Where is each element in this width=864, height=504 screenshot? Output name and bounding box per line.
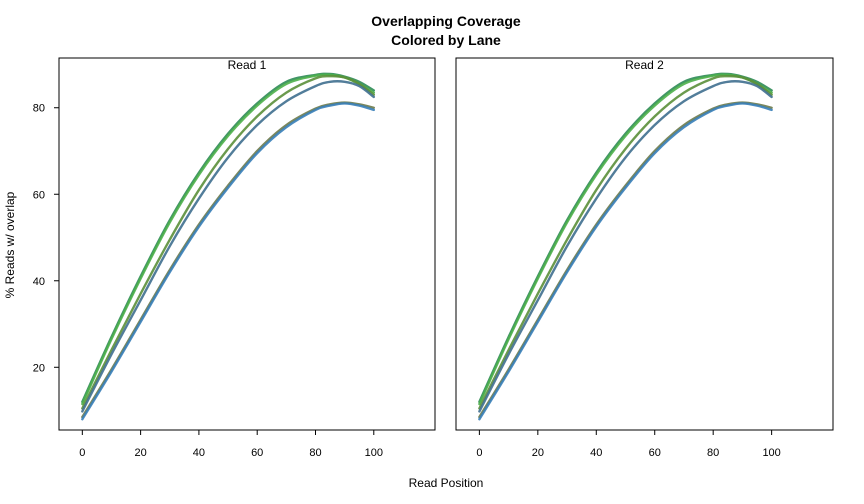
y-tick-label: 60 — [33, 189, 45, 201]
y-tick-label: 80 — [33, 103, 45, 115]
panel-title: Read 1 — [228, 58, 267, 72]
panel-1: Read 1 0 20 40 60 80 100 20 40 60 80 — [33, 57, 436, 459]
series-line — [478, 102, 773, 421]
series-line — [478, 73, 773, 406]
x-tick-label: 0 — [79, 447, 85, 459]
x-tick-label: 0 — [476, 447, 482, 459]
y-tick-label: 40 — [33, 276, 45, 288]
series-line — [478, 80, 773, 413]
chart-title: Overlapping Coverage — [371, 13, 521, 29]
x-tick-label: 100 — [762, 447, 780, 459]
x-tick-label: 80 — [309, 447, 321, 459]
x-tick-label: 80 — [707, 447, 719, 459]
panel-title: Read 2 — [625, 58, 664, 72]
series-line — [81, 74, 375, 410]
x-tick-label: 40 — [590, 447, 602, 459]
panel-2: Read 2 0 20 40 60 80 100 — [455, 57, 834, 459]
x-tick-label: 100 — [365, 447, 383, 459]
panels-group: Read 1 0 20 40 60 80 100 20 40 60 80 Read 2 0 20 40 60 8… — [33, 57, 834, 459]
panel-frame — [58, 57, 436, 431]
x-axis-label: Read Position — [409, 476, 484, 490]
chart-subtitle: Colored by Lane — [391, 32, 501, 48]
series-line — [478, 72, 773, 404]
y-tick-label: 20 — [33, 362, 45, 374]
panel-frame — [455, 57, 834, 431]
series-line — [81, 72, 375, 404]
series-line — [81, 80, 375, 413]
x-tick-label: 60 — [649, 447, 661, 459]
x-tick-label: 20 — [134, 447, 146, 459]
series-line — [478, 74, 773, 410]
x-tick-label: 40 — [193, 447, 205, 459]
series-line — [81, 73, 375, 406]
x-tick-label: 60 — [251, 447, 263, 459]
y-axis-label: % Reads w/ overlap — [3, 191, 17, 298]
x-tick-label: 20 — [532, 447, 544, 459]
series-line — [81, 102, 375, 421]
